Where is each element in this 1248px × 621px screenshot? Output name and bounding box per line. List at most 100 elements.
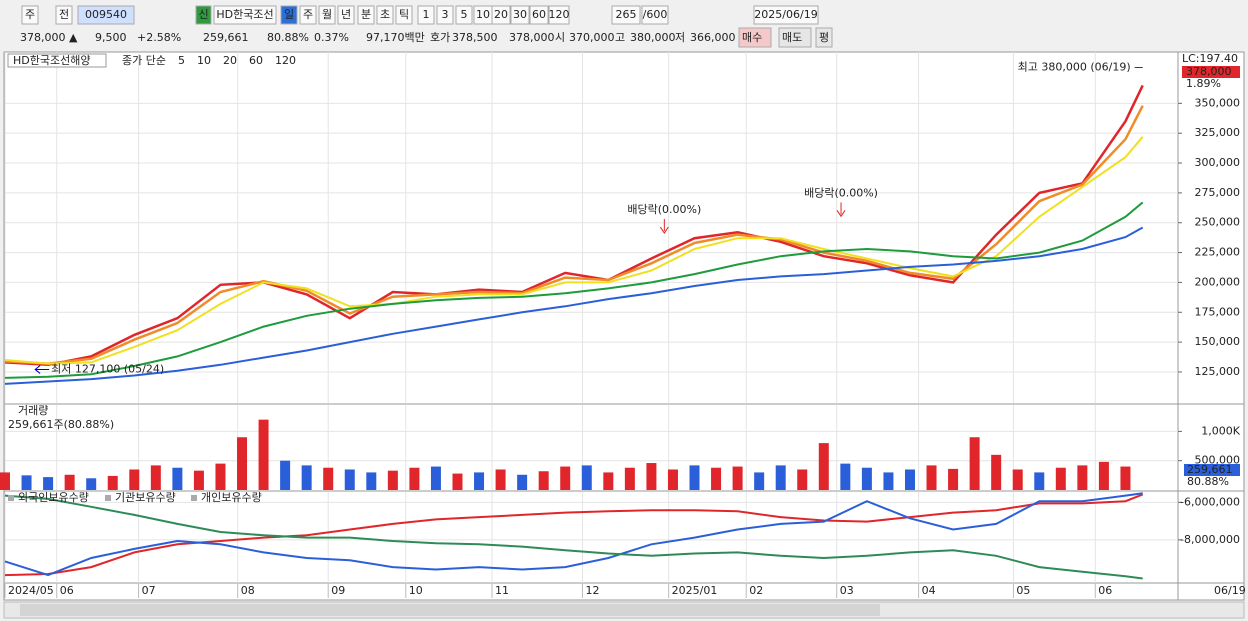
toolbar-text[interactable]: 신 bbox=[198, 8, 208, 21]
toolbar-button[interactable] bbox=[753, 5, 819, 25]
right-label: 80.88% bbox=[1187, 475, 1229, 488]
x-tick-label: 08 bbox=[241, 584, 255, 597]
legend-title: 종가 단순 bbox=[122, 54, 166, 67]
quote-button[interactable] bbox=[738, 27, 772, 48]
toolbar-text[interactable]: 3 bbox=[442, 8, 449, 21]
annotation: 배당락(0.00%) bbox=[627, 203, 701, 216]
price-box bbox=[1182, 66, 1240, 78]
toolbar-button[interactable] bbox=[280, 5, 298, 25]
toolbar-text[interactable]: 일 bbox=[284, 7, 294, 21]
toolbar-button[interactable] bbox=[548, 5, 570, 25]
legend-swatch bbox=[8, 495, 14, 501]
y-tick-label: 175,000 bbox=[1195, 305, 1241, 318]
toolbar-button[interactable] bbox=[195, 5, 212, 25]
x-tick-label: 06 bbox=[60, 584, 74, 597]
volume-bar bbox=[43, 477, 54, 490]
toolbar-text[interactable]: 주 bbox=[303, 8, 313, 21]
toolbar-button[interactable] bbox=[299, 5, 317, 25]
toolbar-button[interactable] bbox=[55, 5, 73, 25]
quote-text[interactable]: 평 bbox=[819, 31, 829, 44]
legend-entry: 5 bbox=[178, 54, 185, 67]
scroll-thumb[interactable] bbox=[20, 604, 880, 616]
toolbar-button[interactable] bbox=[641, 5, 669, 25]
volume-bar bbox=[1055, 467, 1066, 490]
series-line bbox=[4, 201, 1144, 379]
toolbar-button[interactable] bbox=[337, 5, 355, 25]
volume-bar bbox=[107, 475, 118, 490]
volume-bar bbox=[904, 469, 915, 490]
quote-button[interactable] bbox=[778, 27, 812, 48]
volume-bar bbox=[538, 471, 549, 490]
date-label: 06/19 bbox=[1214, 584, 1246, 597]
toolbar-text[interactable]: 30 bbox=[513, 8, 527, 21]
volume-bar bbox=[430, 466, 441, 490]
volume-bar bbox=[193, 470, 204, 490]
toolbar-text[interactable]: 265 bbox=[616, 8, 637, 21]
toolbar-text[interactable]: 20 bbox=[494, 8, 508, 21]
toolbar-button[interactable] bbox=[510, 5, 530, 25]
toolbar-text[interactable]: 월 bbox=[322, 8, 332, 21]
toolbar-text[interactable]: 전 bbox=[59, 8, 69, 21]
legend-swatch bbox=[105, 495, 111, 501]
annotation-arrow bbox=[836, 202, 846, 218]
y-tick-label: 1,000K bbox=[1201, 424, 1240, 437]
toolbar-button[interactable] bbox=[417, 5, 435, 25]
quote-text: 378,000 ▲ bbox=[20, 31, 78, 44]
quote-text[interactable]: 매수 bbox=[742, 31, 762, 44]
quote-text: 97,170백만 bbox=[366, 31, 425, 44]
quote-text[interactable]: 매도 bbox=[782, 31, 802, 44]
toolbar-text[interactable]: 초 bbox=[380, 8, 390, 21]
quote-text: 0.37% bbox=[314, 31, 349, 44]
volume-bar bbox=[86, 478, 97, 490]
toolbar-text[interactable]: 년 bbox=[341, 8, 351, 21]
y-tick-label: 275,000 bbox=[1195, 186, 1241, 199]
y-tick-label: 300,000 bbox=[1195, 156, 1241, 169]
toolbar-text[interactable]: /600 bbox=[643, 8, 668, 21]
volume-bar bbox=[603, 472, 614, 490]
volume-bar bbox=[754, 472, 765, 490]
toolbar-button[interactable] bbox=[318, 5, 336, 25]
toolbar-button[interactable] bbox=[491, 5, 511, 25]
toolbar-text[interactable]: 주 bbox=[25, 8, 35, 21]
volume-bar bbox=[1034, 472, 1045, 490]
toolbar-button[interactable] bbox=[395, 5, 413, 25]
toolbar-button[interactable] bbox=[77, 5, 135, 25]
volume-bar bbox=[732, 466, 743, 490]
right-label: 378,000 bbox=[1186, 65, 1232, 78]
toolbar-button[interactable] bbox=[357, 5, 375, 25]
toolbar-text[interactable]: 009540 bbox=[85, 8, 127, 21]
volume-bar bbox=[172, 467, 183, 490]
toolbar-text[interactable]: 10 bbox=[476, 8, 490, 21]
toolbar-button[interactable] bbox=[455, 5, 473, 25]
toolbar-text[interactable]: 틱 bbox=[399, 8, 409, 21]
legend-entry: 10 bbox=[197, 54, 211, 67]
toolbar-button[interactable] bbox=[21, 5, 39, 25]
toolbar-button[interactable] bbox=[376, 5, 394, 25]
volume-bar bbox=[818, 443, 829, 490]
y-tick-label: 225,000 bbox=[1195, 246, 1241, 259]
series-line bbox=[4, 226, 1144, 385]
toolbar-text[interactable]: 120 bbox=[549, 8, 570, 21]
x-tick-label: 09 bbox=[331, 584, 345, 597]
volume-bar bbox=[280, 460, 291, 490]
annotation-arrow bbox=[34, 365, 50, 374]
toolbar-text[interactable]: 2025/06/19 bbox=[754, 8, 817, 21]
toolbar-button[interactable] bbox=[611, 5, 641, 25]
legend-entry: 60 bbox=[249, 54, 263, 67]
toolbar-button[interactable] bbox=[436, 5, 454, 25]
y-tick-label: 125,000 bbox=[1195, 365, 1241, 378]
x-tick-label: 2025/01 bbox=[672, 584, 718, 597]
toolbar-text[interactable]: 5 bbox=[461, 8, 468, 21]
toolbar-button[interactable] bbox=[213, 5, 277, 25]
toolbar-text[interactable]: 1 bbox=[423, 8, 430, 21]
x-tick-label: 07 bbox=[142, 584, 156, 597]
toolbar-text[interactable]: 분 bbox=[361, 8, 371, 21]
right-label: 259,661 bbox=[1187, 463, 1233, 476]
toolbar-button[interactable] bbox=[529, 5, 549, 25]
volume-bar bbox=[581, 465, 592, 490]
toolbar-text[interactable]: HD한국조선 bbox=[216, 8, 273, 21]
volume-bar bbox=[237, 437, 248, 490]
toolbar-text[interactable]: 60 bbox=[532, 8, 546, 21]
legend-swatch bbox=[191, 495, 197, 501]
quote-button[interactable] bbox=[815, 27, 833, 48]
